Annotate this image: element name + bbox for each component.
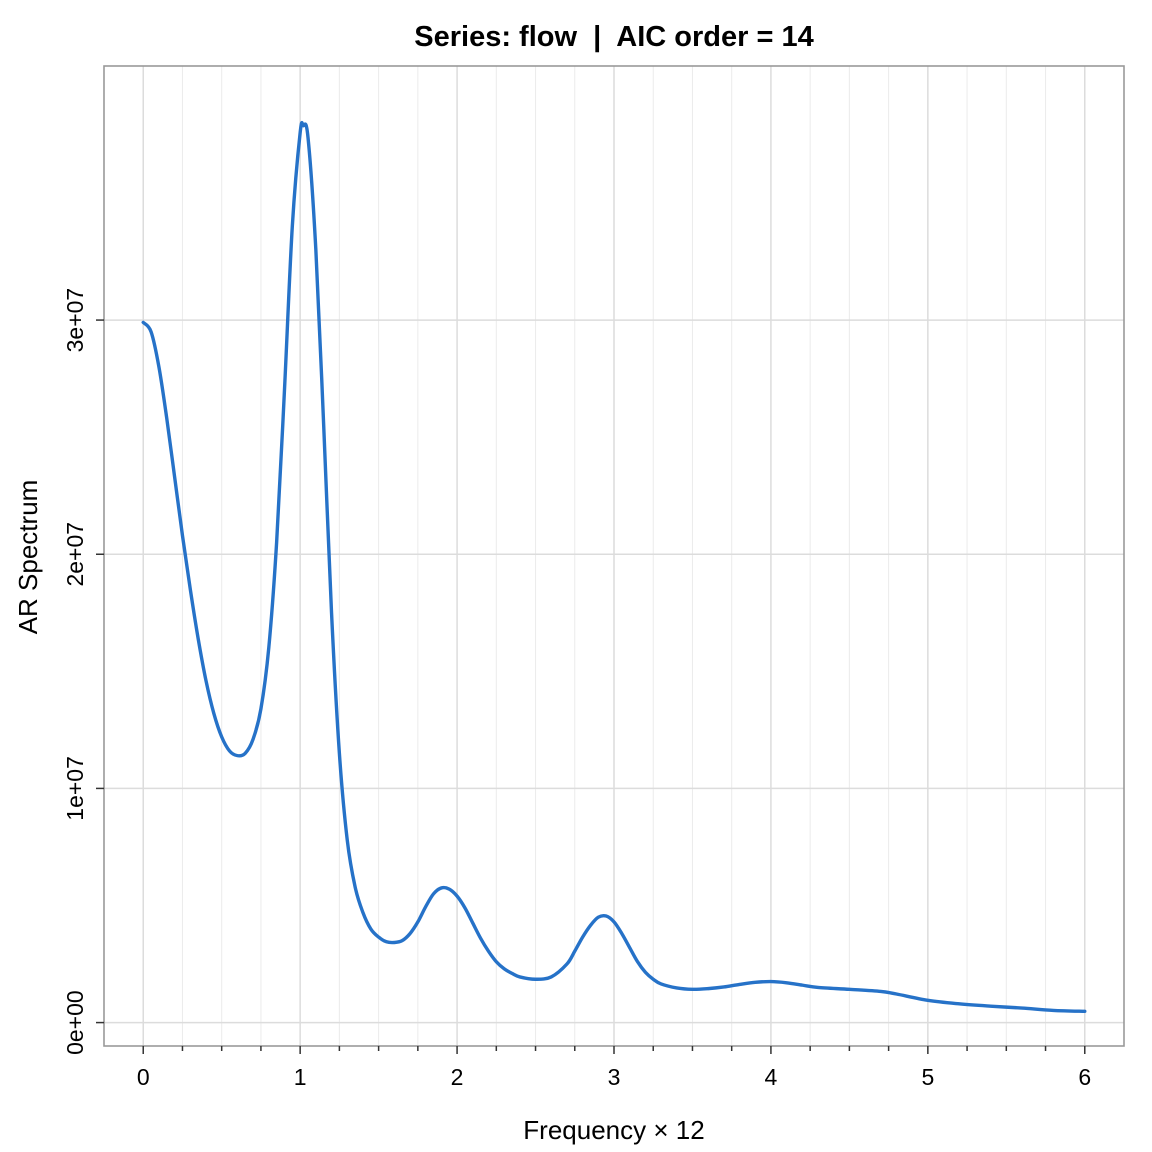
y-tick-label: 0e+00 (62, 990, 88, 1055)
x-tick-label: 3 (608, 1064, 621, 1090)
y-tick-label: 2e+07 (62, 522, 88, 587)
x-axis-label: Frequency × 12 (523, 1115, 704, 1145)
y-axis-label: AR Spectrum (13, 480, 43, 635)
x-tick-label: 6 (1078, 1064, 1091, 1090)
x-tick-label: 2 (451, 1064, 464, 1090)
x-tick-label: 4 (765, 1064, 778, 1090)
y-tick-label: 3e+07 (62, 288, 88, 353)
y-tick-label: 1e+07 (62, 756, 88, 821)
y-axis: 0e+00 1e+07 2e+07 3e+07 (62, 288, 104, 1055)
major-gridlines (104, 66, 1124, 1046)
x-axis: 0 1 2 3 4 5 6 (137, 1046, 1091, 1090)
x-tick-label: 5 (921, 1064, 934, 1090)
x-tick-label: 1 (294, 1064, 307, 1090)
minor-gridlines (181, 66, 1047, 1046)
series-line-0 (141, 120, 1087, 1014)
series-layer (141, 120, 1087, 1014)
x-tick-label: 0 (137, 1064, 150, 1090)
chart-title: Series: flow | AIC order = 14 (414, 21, 813, 53)
